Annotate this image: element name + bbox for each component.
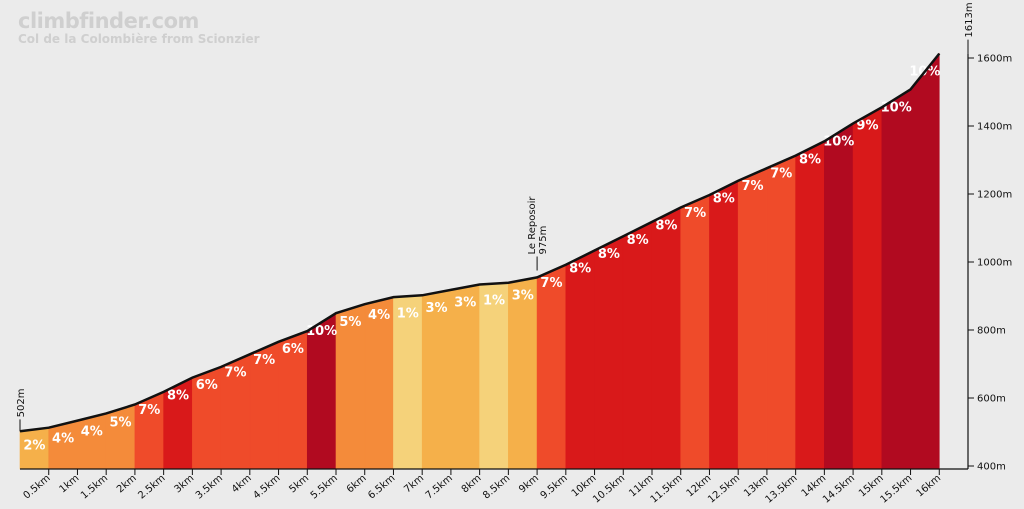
- gradient-label: 8%: [569, 262, 591, 277]
- x-tick-label: 1.5km: [79, 473, 110, 502]
- x-tick-label: 8km: [460, 473, 484, 496]
- x-tick-label: 16km: [914, 473, 943, 500]
- x-tick-label: 5km: [287, 473, 311, 496]
- waypoint-elevation: 975m: [538, 226, 549, 255]
- gradient-label: 7%: [540, 276, 562, 291]
- annotations: 502m 1613m Le Reposoir 975m: [16, 2, 975, 432]
- x-tick-label: 2km: [115, 473, 139, 496]
- gradient-label: 7%: [684, 206, 706, 221]
- x-tick-label: 4.5km: [251, 473, 282, 502]
- gradient-segment: [77, 413, 107, 470]
- gradient-label: 7%: [224, 365, 246, 380]
- gradient-label: 8%: [713, 192, 735, 207]
- x-tick-label: 14.5km: [821, 473, 857, 506]
- gradient-segment: [622, 221, 653, 470]
- x-tick-label: 1km: [58, 473, 82, 496]
- gradient-segment: [393, 294, 423, 470]
- x-tick-label: 6km: [345, 473, 369, 496]
- gradient-label: 8%: [167, 389, 189, 404]
- y-tick-label: 600m: [977, 394, 1006, 405]
- y-tick-label: 400m: [977, 462, 1006, 473]
- gradient-label: 1%: [483, 294, 505, 309]
- gradient-label: 7%: [770, 167, 792, 182]
- gradient-segment: [910, 52, 940, 470]
- gradient-label: 7%: [742, 179, 764, 194]
- y-tick-label: 1000m: [977, 258, 1012, 269]
- x-tick-label: 5.5km: [309, 473, 340, 502]
- gradient-label: 10%: [306, 324, 337, 339]
- x-tick-label: 0.5km: [22, 473, 53, 502]
- x-tick-label: 3.5km: [194, 473, 225, 502]
- gradient-segment: [565, 250, 595, 470]
- gradient-label: 5%: [339, 315, 361, 330]
- gradient-labels: 2% 4% 4%5%7%8%6%7%7%6%10%5% 4% 1% 3% 3% 1% 3%7%8…: [23, 65, 940, 454]
- gradient-segment: [795, 140, 825, 470]
- gradient-label: 10%: [881, 100, 912, 115]
- gradient-segment: [680, 194, 710, 470]
- x-tick-label: 6.5km: [366, 473, 397, 502]
- gradient-segment: [852, 106, 883, 470]
- gradient-label: 3%: [426, 301, 448, 316]
- gradient-segment: [709, 180, 739, 470]
- gradient-segment: [536, 264, 567, 470]
- gradient-segment: [508, 276, 538, 470]
- y-tick-label: 1400m: [977, 122, 1012, 133]
- gradient-label: 2%: [23, 439, 45, 454]
- gradient-segment: [824, 122, 854, 470]
- x-tick-label: 7.5km: [424, 473, 455, 502]
- gradient-label: 4%: [52, 432, 74, 447]
- gradient-label: 8%: [627, 233, 649, 248]
- gradient-label: 9%: [856, 118, 878, 133]
- gradient-label: 8%: [655, 219, 677, 234]
- brand-logo-text: climbfinder.com: [18, 9, 199, 33]
- x-tick-label: 7km: [402, 473, 426, 496]
- x-tick-label: 8.5km: [481, 473, 512, 502]
- gradient-label: 1%: [397, 306, 419, 321]
- gradient-label: 8%: [799, 152, 821, 167]
- x-tick-label: 2.5km: [136, 473, 167, 502]
- y-tick-label: 800m: [977, 326, 1006, 337]
- gradient-label: 4%: [81, 424, 103, 439]
- x-tick-label: 10.5km: [591, 473, 627, 506]
- y-tick-label: 1200m: [977, 190, 1012, 201]
- start-elevation-label: 502m: [16, 388, 27, 417]
- gradient-label: 6%: [196, 378, 218, 393]
- gradient-segment: [737, 167, 768, 470]
- waypoint-name: Le Reposoir: [527, 196, 538, 255]
- gradient-label: 3%: [454, 296, 476, 311]
- y-axis: 400m 600m 800m 1000m 1200m 1400m 1600m: [967, 54, 1012, 473]
- end-elevation-label: 1613m: [964, 2, 975, 37]
- gradient-label: 4%: [368, 308, 390, 323]
- x-tick-label: 11.5km: [649, 473, 685, 506]
- gradient-label: 8%: [598, 247, 620, 262]
- gradient-segments: [19, 52, 940, 470]
- profile-line: [19, 52, 941, 433]
- gradient-segment: [450, 284, 480, 470]
- gradient-label: 7%: [253, 353, 275, 368]
- gradient-label: 7%: [138, 403, 160, 418]
- x-tick-label: 3km: [172, 473, 196, 496]
- gradient-label: 3%: [512, 288, 534, 303]
- gradient-label: 6%: [282, 342, 304, 357]
- gradient-segment: [479, 282, 509, 470]
- gradient-segment: [421, 289, 452, 470]
- gradient-segment: [651, 207, 682, 470]
- x-tick-label: 13.5km: [764, 473, 800, 506]
- gradient-segment: [881, 88, 911, 470]
- gradient-segment: [594, 235, 624, 470]
- x-tick-label: 9km: [517, 473, 541, 496]
- x-tick-label: 15.5km: [878, 473, 914, 506]
- gradient-segment: [766, 155, 796, 470]
- x-tick-label: 4km: [230, 473, 254, 496]
- x-tick-label: 9.5km: [539, 473, 570, 502]
- gradient-label: 5%: [110, 415, 132, 430]
- gradient-segment: [105, 404, 136, 470]
- y-tick-label: 1600m: [977, 54, 1012, 65]
- gradient-label: 10%: [823, 134, 854, 149]
- x-tick-label: 12.5km: [706, 473, 742, 506]
- chart-subtitle: Col de la Colombière from Scionzier: [18, 32, 260, 46]
